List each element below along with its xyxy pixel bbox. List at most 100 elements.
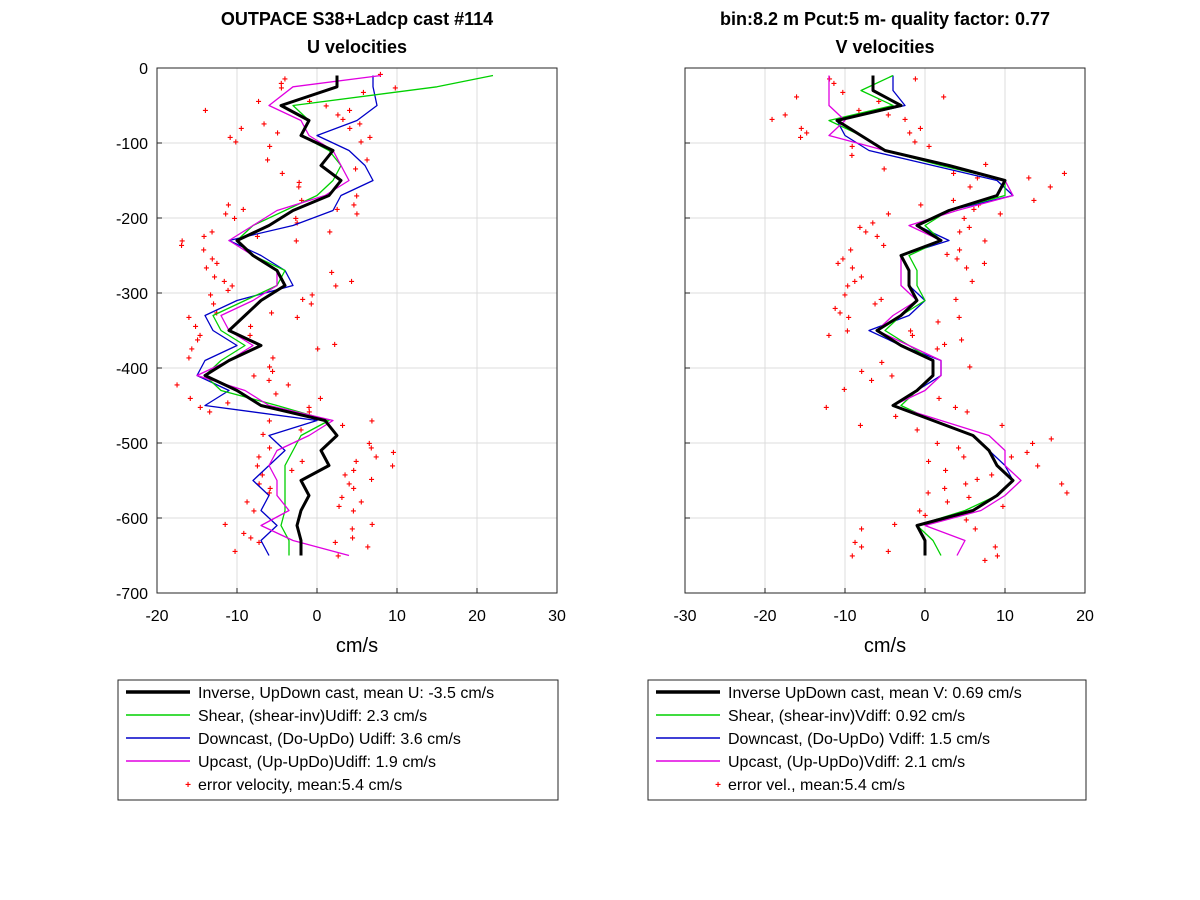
error-velocity-point: + <box>934 345 940 356</box>
error-velocity-point: + <box>227 133 233 144</box>
error-velocity-point: + <box>241 529 247 540</box>
error-velocity-point: + <box>999 421 1005 432</box>
error-velocity-point: + <box>936 394 942 405</box>
v-chart-title: bin:8.2 m Pcut:5 m- quality factor: 0.77 <box>720 9 1050 29</box>
error-velocity-point: + <box>913 75 919 86</box>
error-velocity-point: + <box>908 327 914 338</box>
error-velocity-point: + <box>951 169 957 180</box>
legend-marker: + <box>185 780 191 791</box>
error-velocity-point: + <box>315 345 321 356</box>
error-velocity-point: + <box>174 381 180 392</box>
legend-label: Inverse, UpDown cast, mean U: -3.5 cm/s <box>198 685 494 702</box>
error-velocity-point: + <box>989 471 995 482</box>
error-velocity-point: + <box>201 232 207 243</box>
error-velocity-point: + <box>892 520 898 531</box>
error-velocity-point: + <box>334 205 340 216</box>
error-velocity-point: + <box>296 178 302 189</box>
error-velocity-point: + <box>859 367 865 378</box>
error-velocity-point: + <box>914 426 920 437</box>
u-error-velocity-points: ++++ +++ + ++ ++ ++ ++ +++ ++ +++ ++++++++ ++ ++ ++ ++… <box>174 70 398 563</box>
error-velocity-point: + <box>202 106 208 117</box>
error-velocity-point: + <box>248 322 254 333</box>
error-velocity-point: + <box>859 543 865 554</box>
error-velocity-point: + <box>954 255 960 266</box>
error-velocity-point: + <box>918 201 924 212</box>
error-velocity-point: + <box>278 79 284 90</box>
error-velocity-point: + <box>885 111 891 122</box>
error-velocity-point: + <box>925 489 931 500</box>
error-velocity-point: + <box>1064 489 1070 500</box>
error-velocity-point: + <box>335 552 341 563</box>
series-line-inverse <box>203 75 343 556</box>
error-velocity-point: + <box>912 138 918 149</box>
legend-label: error velocity, mean:5.4 cm/s <box>198 777 402 794</box>
error-velocity-point: + <box>1024 448 1030 459</box>
error-velocity-point: + <box>293 214 299 225</box>
error-velocity-point: + <box>849 151 855 162</box>
error-velocity-point: + <box>211 300 217 311</box>
x-tick-label: -20 <box>753 608 776 625</box>
error-velocity-point: + <box>1035 462 1041 473</box>
error-velocity-point: + <box>967 183 973 194</box>
error-velocity-point: + <box>840 255 846 266</box>
error-velocity-point: + <box>193 322 199 333</box>
error-velocity-point: + <box>232 547 238 558</box>
error-velocity-point: + <box>308 300 314 311</box>
error-velocity-point: + <box>296 183 302 194</box>
error-velocity-point: + <box>267 142 273 153</box>
error-velocity-point: + <box>351 507 357 518</box>
error-velocity-point: + <box>849 552 855 563</box>
error-velocity-point: + <box>983 160 989 171</box>
error-velocity-point: + <box>794 93 800 104</box>
error-velocity-point: + <box>976 201 982 212</box>
error-velocity-point: + <box>189 345 195 356</box>
y-tick-label: -300 <box>116 286 148 303</box>
error-velocity-point: + <box>917 124 923 135</box>
error-velocity-point: + <box>248 534 254 545</box>
error-velocity-point: + <box>832 304 838 315</box>
error-velocity-point: + <box>259 471 265 482</box>
error-velocity-point: + <box>266 376 272 387</box>
error-velocity-point: + <box>368 444 374 455</box>
error-velocity-point: + <box>270 354 276 365</box>
error-velocity-point: + <box>299 196 305 207</box>
error-velocity-point: + <box>266 417 272 428</box>
error-velocity-point: + <box>269 309 275 320</box>
error-velocity-point: + <box>992 543 998 554</box>
legend-label: Downcast, (Do-UpDo) Vdiff: 1.5 cm/s <box>728 731 990 748</box>
error-velocity-point: + <box>335 111 341 122</box>
error-velocity-point: + <box>298 426 304 437</box>
error-velocity-point: + <box>881 165 887 176</box>
error-velocity-point: + <box>782 111 788 122</box>
error-velocity-point: + <box>857 421 863 432</box>
error-velocity-point: + <box>994 552 1000 563</box>
error-velocity-point: + <box>256 97 262 108</box>
error-velocity-point: + <box>340 115 346 126</box>
y-tick-label: -600 <box>116 511 148 528</box>
error-velocity-point: + <box>885 547 891 558</box>
error-velocity-point: + <box>982 556 988 567</box>
error-velocity-point: + <box>340 421 346 432</box>
error-velocity-point: + <box>859 273 865 284</box>
error-velocity-point: + <box>233 138 239 149</box>
error-velocity-point: + <box>798 124 804 135</box>
error-velocity-point: + <box>197 403 203 414</box>
error-velocity-point: + <box>186 313 192 324</box>
y-tick-label: -200 <box>116 211 148 228</box>
v-tick-labels: -30 -20 -10 0 10 20 <box>673 67 1094 625</box>
legend-label: Shear, (shear-inv)Vdiff: 0.92 cm/s <box>728 708 965 725</box>
error-velocity-point: + <box>270 367 276 378</box>
error-velocity-point: + <box>831 79 837 90</box>
error-velocity-point: + <box>306 403 312 414</box>
error-velocity-point: + <box>926 457 932 468</box>
error-velocity-point: + <box>307 97 313 108</box>
error-velocity-point: + <box>874 232 880 243</box>
error-velocity-point: + <box>350 534 356 545</box>
x-tick-label: 0 <box>921 608 930 625</box>
error-velocity-point: + <box>969 277 975 288</box>
error-velocity-point: + <box>798 133 804 144</box>
error-velocity-point: + <box>309 291 315 302</box>
v-axes-box <box>684 67 1086 594</box>
legend-marker: + <box>715 780 721 791</box>
error-velocity-point: + <box>251 507 257 518</box>
